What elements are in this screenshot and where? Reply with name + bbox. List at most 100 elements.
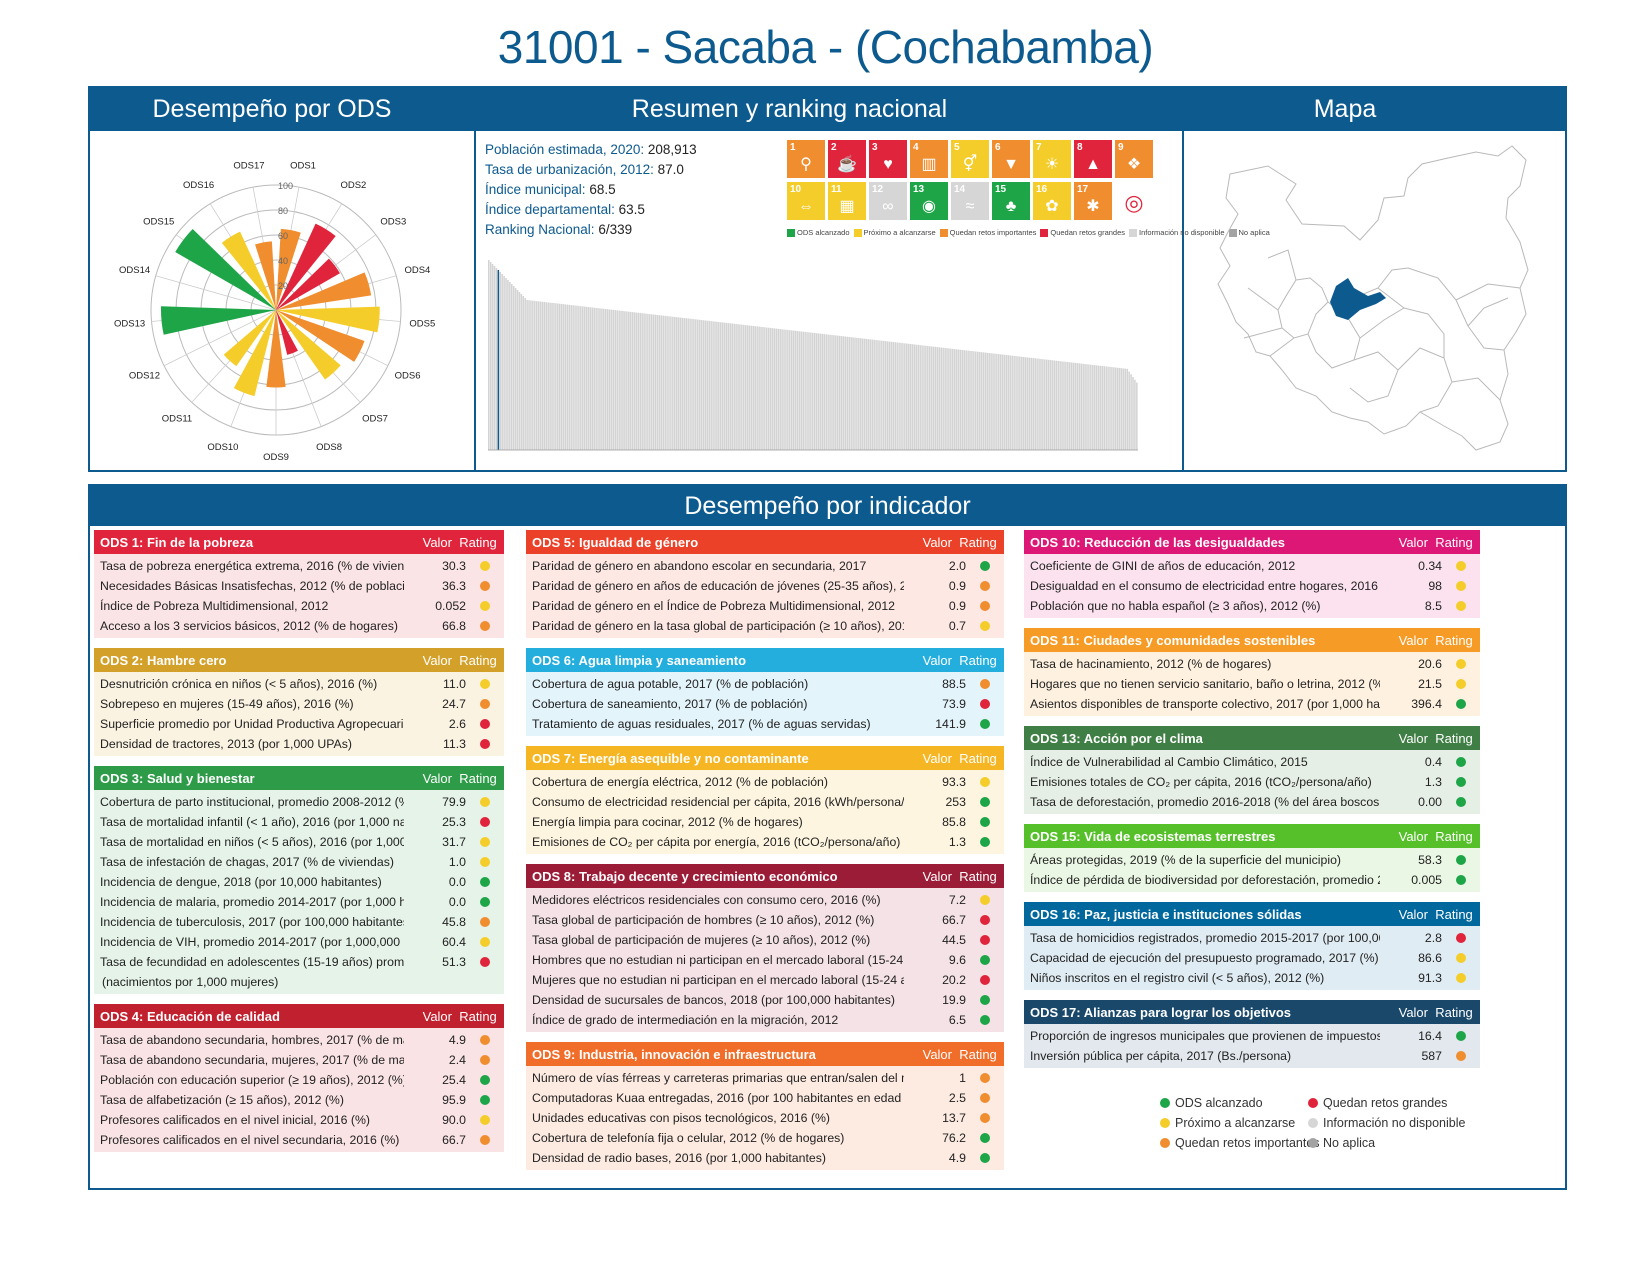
indicator-value: 2.5 xyxy=(948,1091,966,1105)
indicator-value: 51.3 xyxy=(442,955,466,969)
ranking-bar xyxy=(1124,368,1127,450)
ranking-bar xyxy=(766,327,768,450)
ranking-bar xyxy=(693,319,695,450)
indicator-row: Inversión pública per cápita, 2017 (Bs./… xyxy=(1024,1046,1480,1066)
indicator-rating xyxy=(1442,948,1480,963)
rating-dot xyxy=(1456,875,1466,885)
indicator-row: Incidencia de VIH, promedio 2014-2017 (p… xyxy=(94,932,504,952)
ranking-bar xyxy=(946,348,948,450)
indicator-rating xyxy=(466,734,504,749)
ranking-bar xyxy=(1076,363,1079,450)
indicator-panel: Desempeño por indicador ODS 1: Fin de la… xyxy=(88,484,1567,1190)
legend-dot xyxy=(1308,1098,1318,1108)
divider xyxy=(474,131,476,470)
legend-item: Quedan retos grandes xyxy=(1040,228,1125,237)
indicator-value: 0.34 xyxy=(1418,559,1442,573)
indicator-rating xyxy=(466,792,504,807)
ranking-bar xyxy=(963,350,966,450)
indicator-rating xyxy=(966,950,1004,965)
rating-dot xyxy=(980,1073,990,1083)
ranking-bar xyxy=(888,341,891,450)
ranking-bar xyxy=(1068,362,1071,450)
indicator-row: Tasa de pobreza energética extrema, 2016… xyxy=(94,556,504,576)
indicator-row: Cobertura de saneamiento, 2017 (% de pob… xyxy=(526,694,1004,714)
ranking-bar xyxy=(503,276,505,450)
ranking-bar xyxy=(666,316,668,450)
ods-section: ODS 7: Energía asequible y no contaminan… xyxy=(526,746,1004,854)
indicator-value: 90.0 xyxy=(442,1113,466,1127)
ranking-bar xyxy=(863,338,866,450)
ranking-bar xyxy=(720,322,722,450)
ranking-bar-highlight xyxy=(497,270,500,450)
indicator-rating xyxy=(466,1050,504,1065)
ranking-bar xyxy=(616,310,618,450)
ranking-bar xyxy=(775,328,778,450)
indicator-row: Energía limpia para cocinar, 2012 (% de … xyxy=(526,812,1004,832)
indicator-column-3: ODS 10: Reducción de las desigualdades Va… xyxy=(1024,530,1480,1078)
ranking-bar xyxy=(1074,362,1077,450)
ods-section-body: Cobertura de parto institucional, promed… xyxy=(94,790,504,994)
ods-section: ODS 17: Alianzas para lograr los objetiv… xyxy=(1024,1000,1480,1068)
rating-dot xyxy=(1456,659,1466,669)
sdg-goal-icon: ♣ xyxy=(1005,198,1017,215)
indicator-row: Índice de Vulnerabilidad al Cambio Climá… xyxy=(1024,752,1480,772)
ranking-bar xyxy=(526,300,528,450)
legend-item: Información no disponible xyxy=(1308,1116,1465,1130)
ranking-bar xyxy=(967,350,969,450)
summary-row: Índice municipal: 68.5 xyxy=(485,180,697,200)
indicator-name: Consumo de electricidad residencial per … xyxy=(532,795,904,809)
indicator-row: Tasa de mortalidad infantil (< 1 año), 2… xyxy=(94,812,504,832)
ods-section-body: Cobertura de agua potable, 2017 (% de po… xyxy=(526,672,1004,736)
indicator-rating xyxy=(966,930,1004,945)
indicator-name: Tasa de pobreza energética extrema, 2016… xyxy=(100,559,404,573)
indicator-name: Computadoras Kuaa entregadas, 2016 (por … xyxy=(532,1091,904,1105)
rating-dot xyxy=(1456,797,1466,807)
ranking-bar xyxy=(1013,355,1015,450)
sdg-tile-11: 11 ▦ xyxy=(828,182,866,220)
polar-wedge-ods16 xyxy=(221,231,276,310)
ranking-bar xyxy=(643,313,645,450)
rating-dot xyxy=(480,679,490,689)
indicator-value: 1.3 xyxy=(948,835,966,849)
legend-label: Quedan retos grandes xyxy=(1050,228,1126,237)
ranking-bar xyxy=(539,301,542,450)
ranking-bar xyxy=(952,348,954,450)
ranking-bar xyxy=(1038,358,1040,450)
ranking-bar xyxy=(919,345,921,450)
legend-swatch xyxy=(939,228,948,237)
rating-dot xyxy=(1456,933,1466,943)
indicator-row: Tasa de deforestación, promedio 2016-201… xyxy=(1024,792,1480,812)
rating-dot xyxy=(480,817,490,827)
indicator-value: 8.5 xyxy=(1424,599,1442,613)
sdg-tile-number: 9 xyxy=(1118,142,1124,153)
indicator-value: 79.9 xyxy=(442,795,466,809)
indicator-row: Unidades educativas con pisos tecnológic… xyxy=(526,1108,1004,1128)
ranking-bar xyxy=(739,324,741,450)
indicator-rating xyxy=(466,694,504,709)
ods-section-title: ODS 4: Educación de calidad xyxy=(100,1008,280,1024)
ranking-bar xyxy=(955,349,958,450)
sdg-tile-15: 15 ♣ xyxy=(992,182,1030,220)
ranking-bar xyxy=(585,306,588,450)
indicator-value: 25.4 xyxy=(442,1073,466,1087)
ranking-bar xyxy=(635,312,638,450)
ranking-bar xyxy=(869,339,872,450)
indicator-value: 0.0 xyxy=(448,875,466,889)
ranking-bar xyxy=(712,321,714,450)
divider xyxy=(1182,131,1184,470)
summary-label: Índice departamental: xyxy=(485,202,619,217)
ranking-bar xyxy=(511,284,513,450)
ods-section-title: ODS 15: Vida de ecosistemas terrestres xyxy=(1030,828,1276,844)
indicator-row: Sobrepeso en mujeres (15-49 años), 2016 … xyxy=(94,694,504,714)
indicator-row: Acceso a los 3 servicios básicos, 2012 (… xyxy=(94,616,504,636)
indicator-name: Coeficiente de GINI de años de educación… xyxy=(1030,559,1296,573)
rating-column-header: Rating xyxy=(959,534,997,550)
ranking-bar xyxy=(549,302,551,450)
rating-column-header: Rating xyxy=(1435,730,1473,746)
indicator-name: Paridad de género en la tasa global de p… xyxy=(532,619,904,633)
sdg-goal-icon: ◉ xyxy=(922,198,936,215)
rating-dot xyxy=(980,719,990,729)
ranking-bar xyxy=(798,331,801,450)
indicator-value: 98 xyxy=(1428,579,1442,593)
polar-category-label: ODS17 xyxy=(233,161,264,172)
